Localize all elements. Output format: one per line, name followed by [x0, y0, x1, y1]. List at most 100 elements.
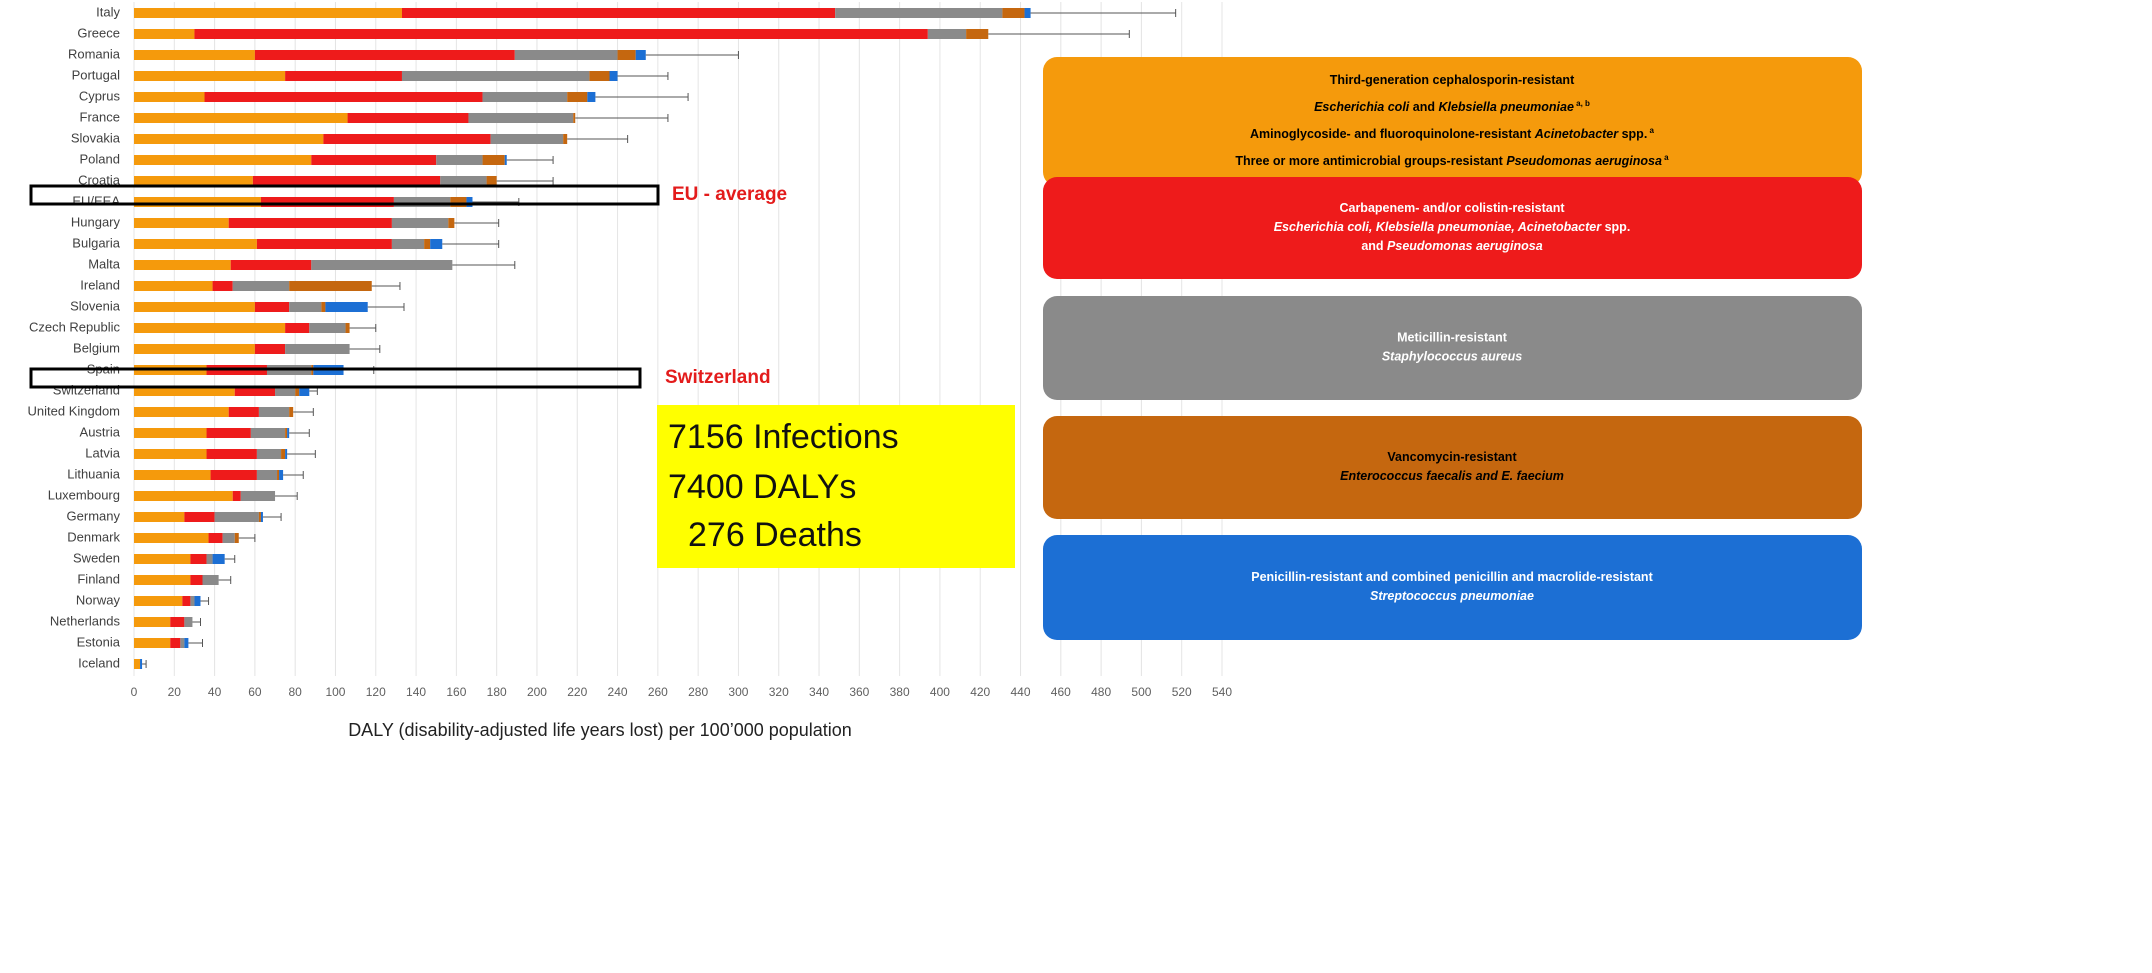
bar-segment: [436, 155, 483, 165]
bar-segment: [401, 8, 836, 18]
x-tick-label: 80: [289, 685, 303, 699]
x-tick-label: 360: [849, 685, 869, 699]
bar-segment: [285, 71, 402, 81]
bar-segment: [617, 50, 636, 60]
bar-segment: [482, 155, 505, 165]
y-tick-label: Ireland: [80, 277, 120, 292]
x-tick-label: 140: [406, 685, 426, 699]
legend-label: Third-generation cephalosporin-resistant: [1330, 73, 1575, 87]
error-bar: [617, 72, 669, 80]
bar-segment: [214, 512, 259, 522]
bar-segment: [311, 260, 453, 270]
bar-segment: [835, 8, 1003, 18]
bar-segment: [134, 596, 183, 606]
bar-segment: [184, 512, 215, 522]
x-tick-label: 460: [1051, 685, 1071, 699]
bar-segment: [134, 281, 213, 291]
bar-segment: [289, 302, 322, 312]
stat-text: 276 Deaths: [688, 516, 862, 554]
bar-segment: [232, 281, 290, 291]
bar-segment: [258, 512, 261, 522]
legend-text: a, b: [1574, 99, 1590, 108]
legend-box: [1043, 57, 1862, 186]
bar-segment: [424, 239, 431, 249]
bar-segment: [184, 638, 189, 648]
bar-segment: [589, 71, 610, 81]
error-bar: [283, 471, 304, 479]
legend-label: and Pseudomonas aeruginosa: [1361, 239, 1542, 253]
annotation: EU - average: [672, 184, 787, 205]
y-tick-label: Italy: [96, 4, 120, 19]
bar-segment: [309, 323, 346, 333]
bar-segment: [134, 8, 402, 18]
bar-segment: [295, 386, 300, 396]
bar-segment: [228, 407, 259, 417]
bar-segment: [134, 470, 211, 480]
y-tick-label: Slovenia: [70, 298, 121, 313]
error-bar: [371, 282, 401, 290]
bar-segment: [391, 239, 425, 249]
legend-box: [1043, 416, 1862, 519]
y-tick-label: Bulgaria: [72, 235, 120, 250]
bar-segment: [325, 302, 368, 312]
bar-segment: [275, 386, 296, 396]
bar-segment: [212, 281, 233, 291]
stat-text: 7400 DALYs: [668, 468, 856, 506]
x-tick-label: 440: [1011, 685, 1031, 699]
bar-segment: [222, 533, 235, 543]
legend-label: Penicillin-resistant and combined penici…: [1251, 570, 1653, 584]
error-bar: [595, 93, 689, 101]
bar-segment: [134, 554, 191, 564]
legend-text: spp.: [1618, 127, 1647, 141]
legend-label: Escherichia coli, Klebsiella pneumoniae,…: [1274, 220, 1631, 234]
legend-text: spp.: [1601, 220, 1630, 234]
bar-segment: [260, 197, 394, 207]
y-tick-label: Iceland: [78, 655, 120, 670]
bar-segment: [134, 50, 255, 60]
bar-segment: [134, 659, 141, 669]
bar-segment: [182, 596, 191, 606]
x-tick-label: 40: [208, 685, 222, 699]
legend-text: Aminoglycoside- and fluoroquinolone-resi…: [1250, 127, 1535, 141]
error-bar: [454, 219, 500, 227]
legend-label: Staphylococcus aureus: [1382, 350, 1522, 364]
legend-text: and: [1361, 239, 1387, 253]
bar-segment: [210, 470, 257, 480]
y-tick-label: Croatia: [78, 172, 121, 187]
bar-segment: [134, 449, 207, 459]
bar-segment: [134, 323, 286, 333]
x-tick-label: 540: [1212, 685, 1232, 699]
y-tick-label: Hungary: [71, 214, 121, 229]
bar-segment: [299, 386, 310, 396]
error-bar: [218, 576, 232, 584]
bar-segment: [258, 407, 290, 417]
legend-label: Three or more antimicrobial groups-resis…: [1235, 153, 1669, 169]
bar-segment: [514, 50, 618, 60]
legend-box: [1043, 177, 1862, 279]
error-bar: [188, 639, 204, 647]
error-bar: [452, 261, 516, 269]
bar-segment: [206, 554, 213, 564]
bar-segment: [287, 428, 290, 438]
legend: Third-generation cephalosporin-resistant…: [1043, 57, 1862, 640]
bar-segment: [208, 533, 223, 543]
bar-segment: [450, 197, 467, 207]
x-tick-label: 400: [930, 685, 950, 699]
bar-segment: [966, 29, 989, 39]
error-bar: [289, 429, 310, 437]
bar-segment: [254, 344, 286, 354]
x-tick-label: 380: [890, 685, 910, 699]
bar-segment: [134, 260, 231, 270]
legend-text: Pseudomonas aeruginosa: [1506, 154, 1662, 168]
bar-segment: [311, 155, 437, 165]
y-tick-label: Poland: [80, 151, 120, 166]
bar-segment: [230, 260, 312, 270]
x-tick-label: 160: [446, 685, 466, 699]
bar-segment: [466, 197, 473, 207]
bar-segment: [490, 134, 564, 144]
bar-segment: [212, 554, 225, 564]
error-bar: [567, 135, 629, 143]
bar-segment: [260, 512, 263, 522]
legend-text: and: [1409, 100, 1438, 114]
error-bar: [1030, 9, 1177, 17]
